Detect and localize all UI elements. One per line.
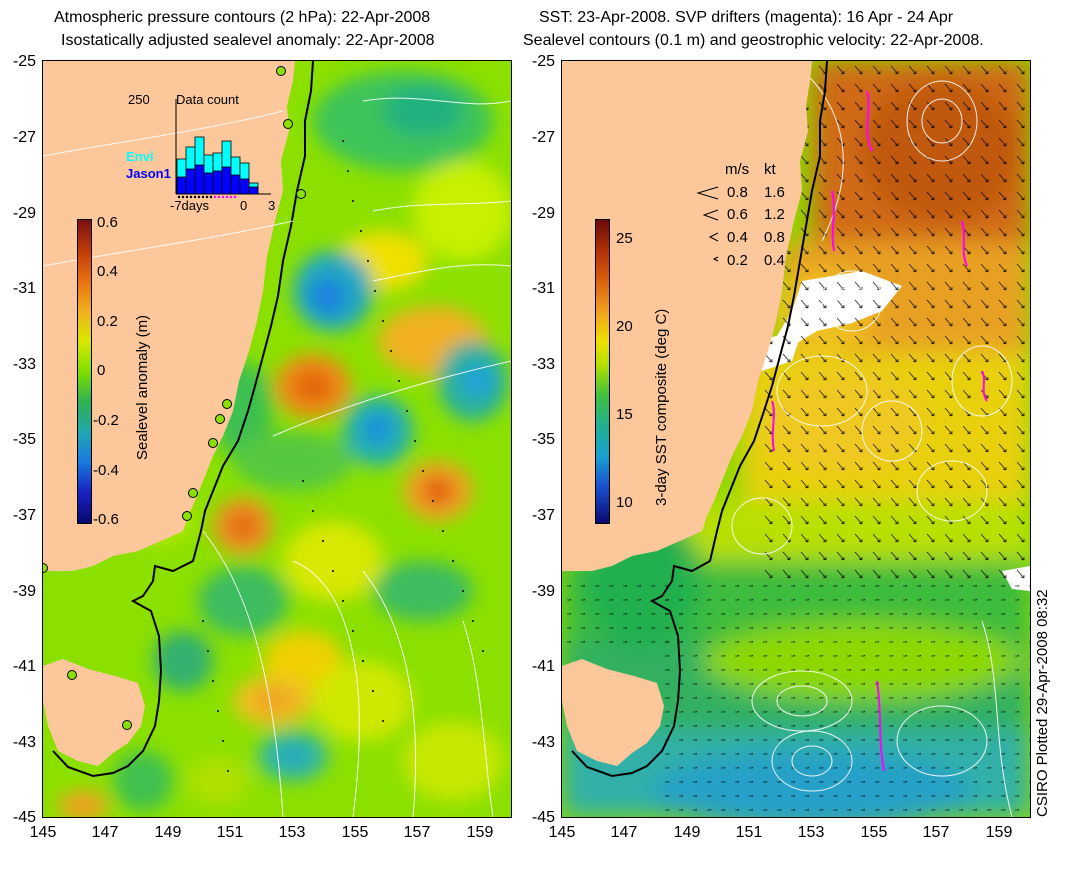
right-xlab-151: 151 — [735, 824, 763, 841]
drifter-tracks — [771, 90, 988, 772]
tasmania — [43, 659, 145, 766]
altimeter-tracks — [202, 140, 484, 772]
right-ylab-31: -31 — [531, 280, 555, 297]
left-ylab-25: -25 — [12, 53, 36, 70]
histogram-title: Data count — [176, 92, 239, 107]
sealevel-contours — [731, 61, 1013, 817]
right-title-line1: SST: 23-Apr-2008. SVP drifters (magenta)… — [539, 9, 954, 26]
velocity-legend: m/s kt 0.8 1.6 0.6 1.2 0.4 0.8 0.2 0.4 — [692, 161, 812, 271]
velocity-legend-arrows — [696, 186, 719, 262]
sst-cbar-tick-10: 10 — [616, 494, 633, 511]
velocity-legend-kt-4: 0.4 — [764, 252, 785, 269]
sst-field — [562, 61, 1030, 817]
right-ylab-41: -41 — [531, 658, 555, 675]
left-ylab-31: -31 — [12, 280, 36, 297]
velocity-legend-kt-2: 1.2 — [764, 206, 785, 223]
left-xlab-155: 155 — [341, 824, 369, 841]
left-xlab-145: 145 — [29, 824, 57, 841]
left-ylab-45: -45 — [12, 809, 36, 826]
velocity-legend-ms-2: 0.6 — [727, 206, 748, 223]
data-count-histogram: 250 Data count Envi Jason1 — [123, 89, 283, 214]
sst-cbar-tick-25: 25 — [616, 230, 633, 247]
left-ylab-27: -27 — [12, 129, 36, 146]
sst-cbar-tick-15: 15 — [616, 406, 633, 423]
sla-cbar-tick-02: 0.2 — [97, 313, 118, 330]
left-xlab-147: 147 — [91, 824, 119, 841]
shelf-contour-sst — [571, 61, 828, 778]
sla-cbar-tick-06: 0.6 — [97, 214, 118, 231]
right-title-line2: Sealevel contours (0.1 m) and geostrophi… — [523, 32, 984, 49]
left-ylab-35: -35 — [12, 431, 36, 448]
left-title-line1: Atmospheric pressure contours (2 hPa): 2… — [54, 9, 431, 26]
pressure-contours — [43, 97, 511, 817]
sla-cbar-tick-m04: -0.4 — [93, 462, 119, 479]
velocity-legend-kt-3: 0.8 — [764, 229, 785, 246]
right-xlab-157: 157 — [922, 824, 950, 841]
right-ylab-27: -27 — [531, 129, 555, 146]
sla-colorbar-label: Sealevel anomaly (m) — [134, 314, 151, 460]
left-ylab-41: -41 — [12, 658, 36, 675]
shelf-contour — [52, 61, 314, 778]
right-xlab-147: 147 — [610, 824, 638, 841]
left-xlab-149: 149 — [154, 824, 182, 841]
sla-colorbar — [77, 219, 92, 524]
sla-cbar-tick-m06: -0.6 — [93, 511, 119, 528]
sst-cbar-tick-20: 20 — [616, 318, 633, 335]
velocity-legend-kt-1: 1.6 — [764, 184, 785, 201]
sst-colorbar — [595, 219, 610, 524]
tasmania-sst — [562, 659, 664, 766]
right-ylab-25: -25 — [531, 53, 555, 70]
velocity-legend-ms-1: 0.8 — [727, 184, 748, 201]
right-ylab-39: -39 — [531, 583, 555, 600]
sealevel-anomaly-field — [43, 61, 511, 817]
histogram-series-envi: Envi — [126, 149, 154, 164]
left-ylab-33: -33 — [12, 356, 36, 373]
tide-gauge-markers — [43, 66, 306, 730]
sla-cbar-tick-0: 0 — [97, 362, 106, 379]
sst-colorbar-label: 3-day SST composite (deg C) — [653, 308, 670, 506]
histogram-xtick-start: -7days — [170, 198, 210, 213]
left-xlab-157: 157 — [403, 824, 431, 841]
left-xlab-159: 159 — [466, 824, 494, 841]
left-ylab-29: -29 — [12, 205, 36, 222]
histogram-xtick-zero: 0 — [240, 198, 248, 213]
histogram-count-max: 250 — [128, 92, 150, 107]
left-ylab-43: -43 — [12, 734, 36, 751]
velocity-legend-ms-3: 0.4 — [727, 229, 748, 246]
plot-credit: CSIRO Plotted 29-Apr-2008 08:32 — [1034, 589, 1051, 817]
left-xlab-153: 153 — [278, 824, 306, 841]
right-ylab-43: -43 — [531, 734, 555, 751]
velocity-legend-ms-4: 0.2 — [727, 252, 748, 269]
australia-mainland-sst — [562, 61, 812, 571]
left-ylab-39: -39 — [12, 583, 36, 600]
left-ylab-37: -37 — [12, 507, 36, 524]
velocity-legend-header-kt: kt — [764, 161, 776, 178]
histogram-xtick-end: 3 — [268, 198, 276, 213]
right-xlab-159: 159 — [985, 824, 1013, 841]
right-ylab-35: -35 — [531, 431, 555, 448]
right-xlab-153: 153 — [797, 824, 825, 841]
left-title-line2: Isostatically adjusted sealevel anomaly:… — [61, 32, 435, 49]
sla-cbar-tick-04: 0.4 — [97, 263, 118, 280]
right-xlab-155: 155 — [860, 824, 888, 841]
sla-cbar-tick-m02: -0.2 — [93, 412, 119, 429]
left-xlab-151: 151 — [216, 824, 244, 841]
histogram-bars — [175, 99, 271, 199]
right-ylab-29: -29 — [531, 205, 555, 222]
histogram-series-jason: Jason1 — [126, 166, 171, 181]
sealevel-anomaly-map[interactable]: 250 Data count Envi Jason1 — [43, 61, 511, 817]
sst-map[interactable]: m/s kt 0.8 1.6 0.6 1.2 0.4 0.8 0.2 0.4 — [562, 61, 1030, 817]
right-ylab-37: -37 — [531, 507, 555, 524]
right-xlab-149: 149 — [673, 824, 701, 841]
right-ylab-45: -45 — [531, 809, 555, 826]
right-xlab-145: 145 — [548, 824, 576, 841]
velocity-legend-header-ms: m/s — [725, 161, 750, 178]
right-ylab-33: -33 — [531, 356, 555, 373]
